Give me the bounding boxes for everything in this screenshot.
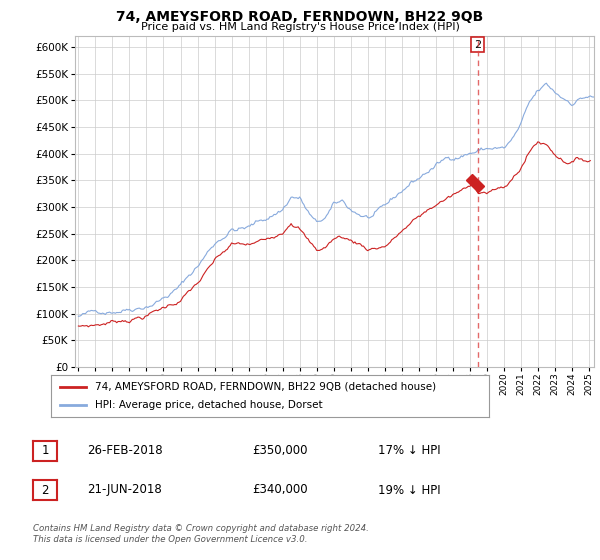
Text: 74, AMEYSFORD ROAD, FERNDOWN, BH22 9QB: 74, AMEYSFORD ROAD, FERNDOWN, BH22 9QB bbox=[116, 10, 484, 24]
Text: 74, AMEYSFORD ROAD, FERNDOWN, BH22 9QB (detached house): 74, AMEYSFORD ROAD, FERNDOWN, BH22 9QB (… bbox=[95, 382, 436, 392]
Text: 2: 2 bbox=[474, 40, 481, 50]
Text: £340,000: £340,000 bbox=[252, 483, 308, 497]
Text: 19% ↓ HPI: 19% ↓ HPI bbox=[378, 483, 440, 497]
Text: 1: 1 bbox=[41, 444, 49, 458]
Text: 2: 2 bbox=[41, 483, 49, 497]
Text: 26-FEB-2018: 26-FEB-2018 bbox=[87, 444, 163, 458]
Text: Contains HM Land Registry data © Crown copyright and database right 2024.
This d: Contains HM Land Registry data © Crown c… bbox=[33, 524, 369, 544]
Text: 21-JUN-2018: 21-JUN-2018 bbox=[87, 483, 162, 497]
Text: 17% ↓ HPI: 17% ↓ HPI bbox=[378, 444, 440, 458]
Text: Price paid vs. HM Land Registry's House Price Index (HPI): Price paid vs. HM Land Registry's House … bbox=[140, 22, 460, 32]
Text: HPI: Average price, detached house, Dorset: HPI: Average price, detached house, Dors… bbox=[95, 400, 322, 410]
Text: £350,000: £350,000 bbox=[252, 444, 308, 458]
